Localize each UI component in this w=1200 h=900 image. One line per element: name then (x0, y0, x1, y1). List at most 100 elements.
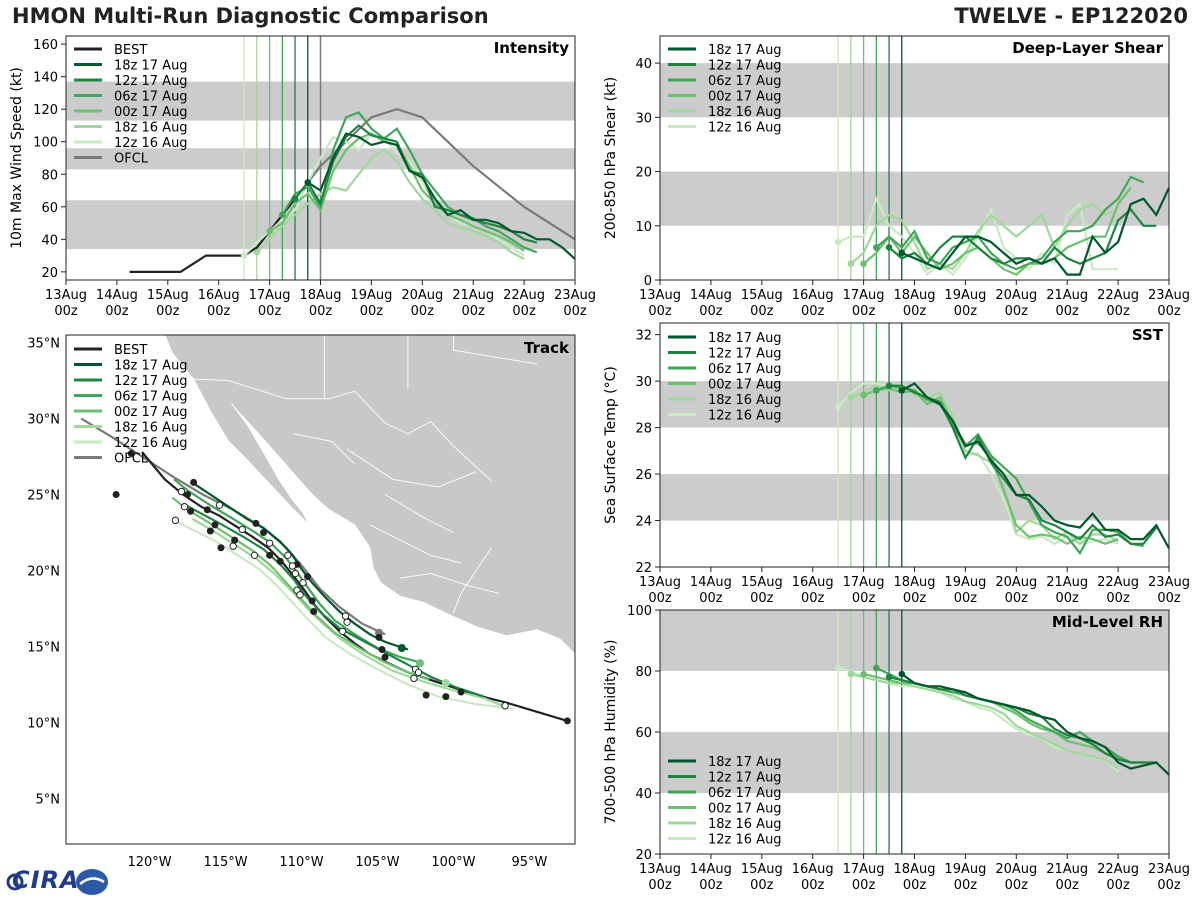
best-position-dot (378, 646, 386, 654)
state-border (193, 378, 492, 482)
forecast-position-dot (341, 612, 350, 620)
x-tick-hour: 00z (207, 304, 231, 319)
x-tick-date: 18Aug (894, 862, 936, 877)
lon-tick-label: 95°W (511, 855, 547, 870)
x-tick-hour: 00z (954, 591, 978, 606)
x-tick-date: 23Aug (1148, 288, 1190, 303)
lat-tick-label: 35°N (27, 337, 60, 352)
best-position-dot (112, 491, 120, 499)
model-start-marker (416, 659, 425, 668)
y-tick-label: 80 (635, 665, 652, 680)
x-tick-hour: 00z (750, 591, 774, 606)
best-position-dot (381, 653, 389, 661)
x-tick-hour: 00z (1157, 878, 1181, 893)
state-border (293, 433, 356, 465)
best-position-dot (310, 608, 318, 616)
legend-label: 12z 17 Aug (708, 59, 782, 74)
best-position-dot (422, 691, 430, 699)
series-line-0 (901, 187, 1170, 276)
series-line-0 (307, 132, 576, 260)
series-line-4 (256, 148, 525, 260)
y-tick-label: 140 (33, 71, 58, 86)
series-start-marker (860, 670, 867, 678)
best-position-dot (127, 450, 135, 458)
x-tick-hour: 00z (954, 304, 978, 319)
rh-chart: 2040608010013Aug00z14Aug00z15Aug00z16Aug… (603, 604, 1190, 893)
x-tick-date: 13Aug (45, 288, 87, 303)
forecast-position-dot (177, 487, 186, 496)
x-tick-date: 15Aug (147, 288, 189, 303)
x-tick-date: 21Aug (1046, 862, 1088, 877)
forecast-position-dot (229, 542, 237, 550)
x-tick-hour: 00z (1056, 878, 1080, 893)
legend-label: 06z 17 Aug (708, 362, 782, 377)
ofcl-forecast-line (306, 108, 576, 241)
track-map: 35°N 30°N 25°N 20°N 15°N 10°N 5°N 120°W 115°W 110… (27, 334, 576, 870)
best-position-dot (184, 491, 192, 499)
forecast-position-dot (338, 627, 347, 635)
x-tick-hour: 00z (750, 304, 774, 319)
legend-label: 06z 17 Aug (708, 74, 782, 89)
series-line-1 (888, 207, 1157, 266)
legend-label: 12z 16 Aug (708, 833, 782, 848)
series-start-marker (240, 252, 248, 259)
best-position-dot (190, 478, 198, 486)
series-start-marker (847, 670, 855, 678)
legend-label: 12z 17 Aug (114, 74, 188, 89)
state-border (452, 335, 538, 365)
legend-label: 18z 16 Aug (708, 817, 782, 832)
shear-chart: 01020304013Aug00z14Aug00z15Aug00z16Aug00… (603, 35, 1190, 319)
series-start-marker (873, 664, 880, 672)
y-tick-label: 60 (41, 201, 58, 216)
legend-label: 00z 17 Aug (708, 378, 782, 393)
x-tick-date: 23Aug (554, 288, 596, 303)
forecast-position-dot (215, 501, 224, 509)
lat-tick-label: 10°N (27, 716, 60, 731)
x-tick-hour: 00z (309, 304, 333, 319)
x-tick-hour: 00z (750, 878, 774, 893)
series-start-marker (860, 260, 867, 268)
best-position-dot (442, 693, 450, 701)
best-position-dot (457, 688, 465, 696)
x-tick-date: 18Aug (894, 575, 936, 590)
model-start-marker (441, 678, 450, 687)
x-tick-hour: 00z (852, 878, 876, 893)
x-tick-date: 20Aug (995, 862, 1037, 877)
x-tick-date: 16Aug (792, 288, 834, 303)
x-tick-date: 15Aug (741, 288, 783, 303)
series-start-marker (885, 673, 893, 681)
forecast-position-dot (501, 702, 509, 710)
series-line-3 (862, 187, 1132, 276)
lon-tick-label: 115°W (203, 855, 247, 870)
best-position-dot (203, 506, 211, 514)
x-tick-date: 13Aug (639, 862, 681, 877)
x-tick-date: 22Aug (1097, 862, 1139, 877)
x-tick-date: 22Aug (1097, 575, 1139, 590)
x-tick-hour: 00z (648, 878, 672, 893)
y-tick-label: 20 (635, 166, 652, 181)
legend-label: 06z 17 Aug (114, 390, 188, 405)
x-tick-date: 21Aug (1046, 288, 1088, 303)
panel-title: Intensity (494, 39, 570, 57)
x-tick-date: 19Aug (944, 288, 986, 303)
y-tick-label: 0 (644, 274, 652, 289)
best-position-dot (206, 527, 214, 535)
legend-label: 12z 17 Aug (708, 347, 782, 362)
gray-band (660, 171, 1169, 226)
series-start-marker (834, 664, 842, 672)
forecast-position-dot (284, 551, 292, 560)
x-tick-date: 14Aug (690, 575, 732, 590)
model-start-marker (397, 643, 406, 652)
x-tick-date: 14Aug (690, 288, 732, 303)
series-line-1 (294, 124, 538, 244)
y-tick-label: 30 (635, 111, 652, 126)
y-tick-label: 24 (635, 515, 652, 530)
lat-tick-label: 30°N (27, 413, 60, 428)
lon-tick-label: 100°W (431, 855, 475, 870)
forecast-position-dot (343, 618, 351, 626)
legend-label: 18z 17 Aug (708, 331, 782, 346)
y-tick-label: 10 (635, 220, 652, 235)
legend-label: 12z 17 Aug (708, 771, 782, 786)
y-axis-label: Sea Surface Temp (°C) (603, 366, 619, 524)
x-tick-date: 19Aug (944, 862, 986, 877)
